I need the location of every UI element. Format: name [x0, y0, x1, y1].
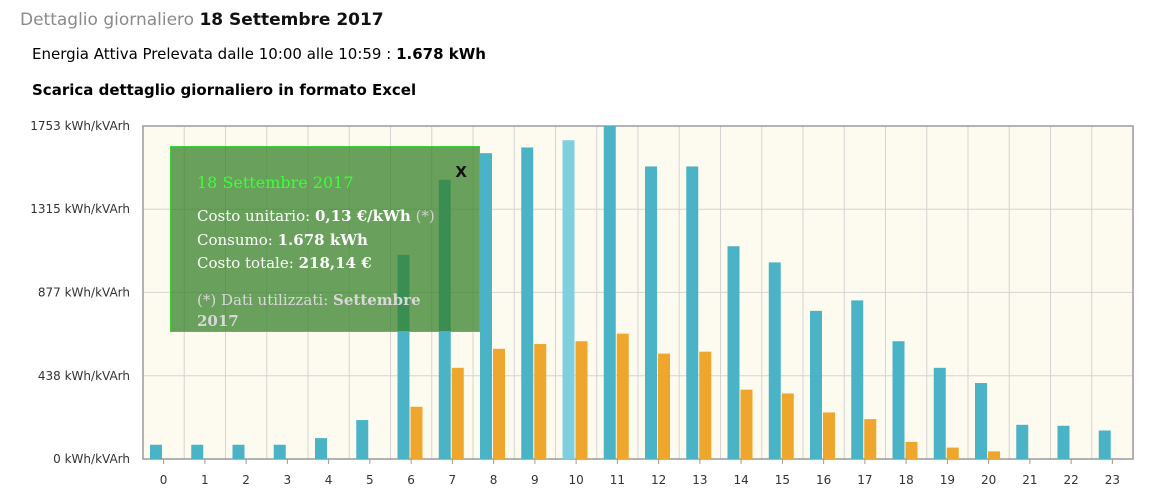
tooltip-unit-cost: Costo unitario: 0,13 €/kWh (*): [197, 207, 435, 225]
bar-reactive-energy: [946, 447, 959, 459]
energy-summary: Energia Attiva Prelevata dalle 10:00 all…: [32, 45, 486, 63]
x-tick-label: 11: [610, 473, 625, 487]
tooltip-note-value: Settembre 2017: [197, 291, 421, 330]
x-tick-label: 21: [1022, 473, 1037, 487]
x-tick-label: 6: [407, 473, 415, 487]
download-excel-link[interactable]: Scarica dettaglio giornaliero in formato…: [32, 81, 417, 99]
bar-active-energy: [273, 444, 286, 459]
y-tick-label: 0 kWh/kVArh: [53, 452, 130, 466]
x-tick-label: 17: [857, 473, 872, 487]
bar-active-energy: [975, 383, 987, 459]
bar-active-energy: [892, 341, 905, 459]
x-tick-label: 14: [733, 473, 748, 487]
x-tick-label: 0: [160, 473, 168, 487]
bar-reactive-energy: [988, 451, 1000, 459]
x-tick-label: 3: [284, 473, 292, 487]
energy-value: 1.678 kWh: [396, 45, 486, 63]
bar-active-energy: [521, 147, 534, 459]
plot-frame: [142, 125, 1134, 460]
x-tick-label: 8: [490, 473, 498, 487]
x-tick-label: 22: [1063, 473, 1078, 487]
x-tick-label: 9: [531, 473, 539, 487]
bar-reactive-energy: [658, 353, 670, 459]
x-tick-label: 1: [201, 473, 209, 487]
tooltip-unit-cost-value: 0,13 €/kWh: [314, 207, 411, 225]
bar-reactive-energy: [616, 333, 629, 459]
bar-active-energy: [150, 444, 162, 459]
bar-reactive-energy: [740, 389, 753, 459]
close-tooltip-button[interactable]: X: [455, 163, 467, 181]
bar-active-energy: [1098, 430, 1111, 459]
bar-active-energy: [191, 444, 204, 459]
tooltip-total-value: 218,14 €: [298, 254, 372, 272]
bar-reactive-energy: [823, 412, 835, 459]
x-tick-label: 18: [898, 473, 913, 487]
bar-reactive-energy: [699, 351, 712, 459]
x-tick-label: 5: [366, 473, 374, 487]
tooltip-consumption-value: 1.678 kWh: [277, 231, 368, 249]
bar-reactive-energy: [781, 393, 794, 459]
x-tick-label: 23: [1105, 473, 1120, 487]
bar-active-energy: [232, 444, 245, 459]
bar-active-energy: [1016, 424, 1029, 459]
tooltip-total-cost: Costo totale: 218,14 €: [197, 254, 372, 272]
bar-reactive-energy: [493, 348, 505, 459]
detail-tooltip: X 18 Settembre 2017 Costo unitario: 0,13…: [170, 146, 480, 332]
title-label: Dettaglio giornaliero: [20, 10, 195, 30]
bar-reactive-energy: [451, 367, 464, 459]
x-tick-label: 13: [692, 473, 707, 487]
x-tick-label: 10: [568, 473, 583, 487]
x-tick-label: 16: [816, 473, 831, 487]
tooltip-unit-cost-label: Costo unitario:: [197, 207, 311, 225]
tooltip-consumption-label: Consumo:: [197, 231, 273, 249]
bar-reactive-energy: [864, 419, 877, 459]
bar-active-energy: [933, 367, 946, 459]
tooltip-date: 18 Settembre 2017: [197, 173, 354, 192]
x-tick-label: 4: [325, 473, 333, 487]
x-tick-label: 15: [775, 473, 790, 487]
x-tick-label: 7: [449, 473, 457, 487]
bar-active-energy: [562, 140, 575, 459]
bar-active-energy: [603, 126, 616, 459]
y-tick-label: 1315 kWh/kVArh: [30, 202, 130, 216]
tooltip-note-label: (*) Dati utilizzati:: [197, 291, 329, 309]
tooltip-unit-cost-note: (*): [415, 207, 435, 225]
bar-active-energy: [686, 166, 699, 459]
y-tick-label: 1753 kWh/kVArh: [30, 119, 130, 133]
bar-active-energy: [768, 262, 781, 459]
bar-active-energy: [851, 300, 864, 459]
bar-reactive-energy: [905, 441, 918, 459]
bar-active-energy: [810, 310, 822, 459]
bar-active-energy: [727, 246, 740, 459]
bar-reactive-energy: [534, 344, 547, 459]
bar-reactive-energy: [575, 341, 588, 459]
y-tick-label: 877 kWh/kVArh: [38, 285, 130, 299]
x-tick-label: 2: [242, 473, 250, 487]
tooltip-note: (*) Dati utilizzati: Settembre 2017: [197, 290, 467, 332]
bar-active-energy: [315, 438, 327, 459]
tooltip-total-label: Costo totale:: [197, 254, 294, 272]
x-tick-label: 20: [981, 473, 996, 487]
y-tick-label: 438 kWh/kVArh: [38, 369, 130, 383]
bar-active-energy: [480, 153, 492, 459]
x-tick-label: 19: [940, 473, 955, 487]
bar-reactive-energy: [410, 406, 423, 459]
page-title: Dettaglio giornaliero 18 Settembre 2017: [20, 10, 384, 30]
tooltip-consumption: Consumo: 1.678 kWh: [197, 231, 368, 249]
bar-active-energy: [645, 166, 657, 459]
energy-label: Energia Attiva Prelevata dalle 10:00 all…: [32, 45, 392, 63]
bar-active-energy: [356, 420, 369, 459]
title-date: 18 Settembre 2017: [199, 10, 384, 30]
bar-active-energy: [1057, 425, 1070, 459]
x-tick-label: 12: [651, 473, 666, 487]
